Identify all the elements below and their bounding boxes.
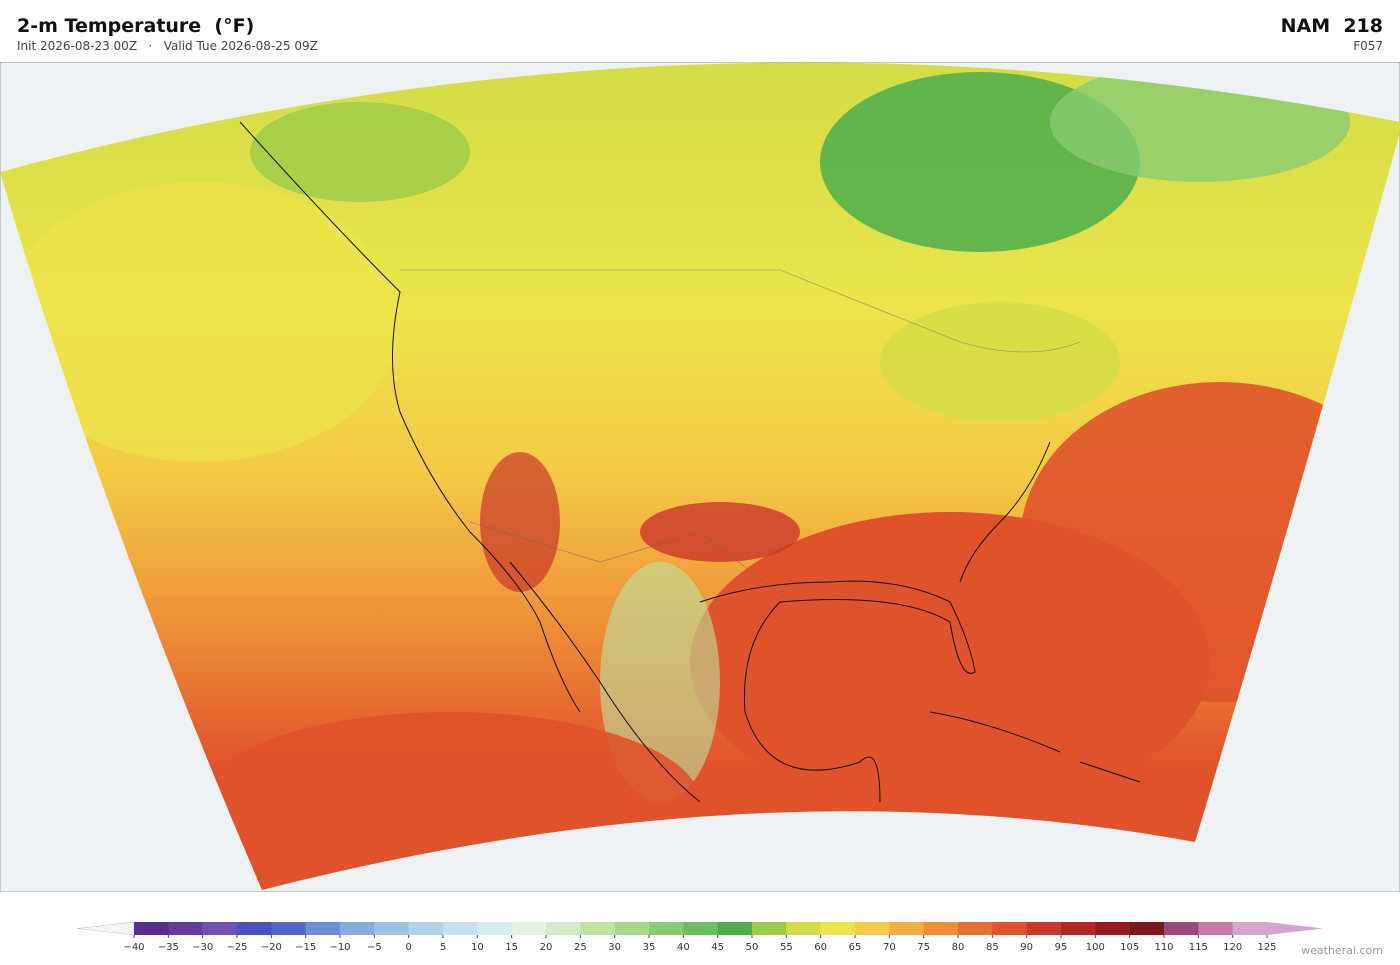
borders bbox=[400, 269, 1081, 603]
colorbar-tick-label: 30 bbox=[608, 942, 621, 953]
colorbar-segment bbox=[1198, 922, 1234, 935]
forecast-hour: F057 bbox=[1353, 39, 1383, 53]
colorbar-tick-label: −25 bbox=[226, 942, 247, 953]
colorbar-tick-label: −5 bbox=[367, 942, 382, 953]
colorbar-segment bbox=[477, 922, 513, 935]
coastlines bbox=[239, 121, 1141, 803]
colorbar-segment bbox=[443, 922, 478, 935]
colorbar-tick-label: 105 bbox=[1120, 942, 1139, 953]
colorbar-segment bbox=[305, 922, 341, 935]
colorbar-segment bbox=[717, 922, 753, 935]
colorbar-segment bbox=[683, 922, 719, 935]
colorbar-tick-label: 125 bbox=[1257, 942, 1276, 953]
colorbar-tick-label: 120 bbox=[1223, 942, 1242, 953]
colorbar-tick-label: 45 bbox=[711, 942, 724, 953]
colorbar-segment bbox=[1232, 922, 1268, 935]
colorbar-segment bbox=[855, 922, 890, 935]
colorbar-segment bbox=[546, 922, 581, 935]
subtitle: Init 2026-08-23 00Z · Valid Tue 2026-08-… bbox=[17, 39, 318, 53]
colorbar-segment bbox=[786, 922, 822, 935]
colorbar-segment bbox=[958, 922, 993, 935]
colorbar-segment bbox=[168, 922, 204, 935]
colorbar-tick-label: 40 bbox=[677, 942, 690, 953]
colorbar-tick-label: 100 bbox=[1086, 942, 1105, 953]
colorbar-tick-label: 70 bbox=[883, 942, 896, 953]
colorbar-tick-label: 60 bbox=[814, 942, 827, 953]
colorbar-tick-label: −40 bbox=[123, 942, 144, 953]
colorbar-tick-label: 80 bbox=[952, 942, 965, 953]
colorbar-segment bbox=[1095, 922, 1131, 935]
colorbar-tick-label: 5 bbox=[440, 942, 446, 953]
colorbar-segment bbox=[1164, 922, 1199, 935]
colorbar-tick-label: −30 bbox=[192, 942, 213, 953]
colorbar-segment bbox=[923, 922, 959, 935]
colorbar-segment bbox=[237, 922, 272, 935]
colorbar-tick-label: 10 bbox=[471, 942, 484, 953]
colorbar-segment bbox=[1026, 922, 1062, 935]
colorbar-segment bbox=[134, 922, 169, 935]
colorbar-tick-label: 65 bbox=[849, 942, 862, 953]
colorbar-tick-label: 110 bbox=[1154, 942, 1173, 953]
colorbar-tick-label: 25 bbox=[574, 942, 587, 953]
colorbar-segment bbox=[752, 922, 787, 935]
colorbar: −40 −35 −30 −25 −20 −15 −10 −5 0 5 10 15 20 25 30 35 40 4… bbox=[76, 921, 1323, 953]
colorbar-segment bbox=[271, 922, 307, 935]
colorbar-over bbox=[1267, 922, 1323, 935]
colorbar-tick-label: 85 bbox=[986, 942, 999, 953]
colorbar-tick-label: −20 bbox=[261, 942, 282, 953]
colorbar-segment bbox=[580, 922, 616, 935]
colorbar-tick-label: 0 bbox=[405, 942, 411, 953]
colorbar-segment bbox=[614, 922, 650, 935]
colorbar-tick-label: 90 bbox=[1020, 942, 1033, 953]
model: NAM 218 bbox=[1280, 15, 1383, 37]
colorbar-segment bbox=[202, 922, 238, 935]
colorbar-segment bbox=[1129, 922, 1165, 935]
colorbar-tick-label: 95 bbox=[1055, 942, 1068, 953]
colorbar-tick-label: 75 bbox=[917, 942, 930, 953]
colorbar-tick-label: 55 bbox=[780, 942, 793, 953]
colorbar-segment bbox=[649, 922, 684, 935]
colorbar-segment bbox=[408, 922, 444, 935]
colorbar-segment bbox=[511, 922, 547, 935]
colorbar-under bbox=[76, 921, 135, 936]
colorbar-segment bbox=[374, 922, 410, 935]
credit: weatherai.com bbox=[1301, 944, 1383, 957]
colorbar-tick-label: −35 bbox=[158, 942, 179, 953]
colorbar-segment bbox=[1061, 922, 1096, 935]
map bbox=[0, 62, 1400, 892]
colorbar-segment bbox=[992, 922, 1028, 935]
colorbar-segment bbox=[820, 922, 856, 935]
colorbar-tick-label: 115 bbox=[1189, 942, 1208, 953]
title: 2-m Temperature (°F) bbox=[17, 15, 255, 37]
colorbar-tick-label: −10 bbox=[329, 942, 350, 953]
colorbar-segment bbox=[340, 922, 375, 935]
colorbar-tick-label: 35 bbox=[643, 942, 656, 953]
colorbar-tick-label: 15 bbox=[505, 942, 518, 953]
colorbar-tick-label: 50 bbox=[746, 942, 759, 953]
colorbar-tick-label: −15 bbox=[295, 942, 316, 953]
colorbar-segment bbox=[889, 922, 925, 935]
colorbar-tick-label: 20 bbox=[540, 942, 553, 953]
